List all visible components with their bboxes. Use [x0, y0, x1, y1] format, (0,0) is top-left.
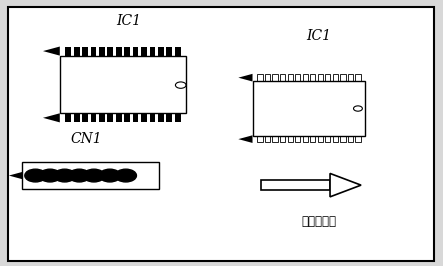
Bar	[340, 136, 346, 142]
Bar	[66, 113, 71, 122]
Bar	[116, 47, 121, 56]
Circle shape	[83, 169, 105, 182]
Bar	[355, 136, 361, 142]
Polygon shape	[238, 74, 253, 81]
Text: IC1: IC1	[116, 14, 141, 28]
Bar	[288, 136, 293, 142]
Bar	[325, 136, 330, 142]
Bar	[107, 47, 113, 56]
Bar	[149, 113, 155, 122]
Bar	[257, 136, 263, 142]
Bar	[325, 74, 330, 81]
Bar	[74, 47, 80, 56]
Bar	[310, 136, 315, 142]
Bar	[82, 47, 88, 56]
Polygon shape	[43, 113, 60, 122]
Bar	[265, 136, 270, 142]
Polygon shape	[330, 173, 361, 197]
Polygon shape	[9, 172, 22, 179]
Bar	[132, 47, 138, 56]
Bar	[303, 74, 308, 81]
Bar	[265, 74, 270, 81]
Bar	[253, 81, 365, 136]
Text: CN1: CN1	[70, 132, 102, 146]
Bar	[288, 74, 293, 81]
Bar	[333, 74, 338, 81]
Bar	[158, 47, 164, 56]
Bar	[175, 113, 181, 122]
Polygon shape	[43, 47, 60, 56]
Polygon shape	[238, 135, 253, 143]
Bar	[175, 47, 181, 56]
Bar	[60, 56, 186, 113]
Circle shape	[25, 169, 46, 182]
Circle shape	[39, 169, 61, 182]
Circle shape	[99, 169, 120, 182]
Bar	[124, 47, 130, 56]
Bar	[107, 113, 113, 122]
Bar	[261, 180, 330, 190]
Bar	[355, 74, 361, 81]
Bar	[333, 136, 338, 142]
Bar	[348, 136, 353, 142]
Bar	[141, 113, 147, 122]
Text: IC1: IC1	[307, 28, 331, 43]
Bar	[82, 113, 88, 122]
Bar	[166, 47, 172, 56]
Bar	[257, 74, 263, 81]
Bar	[280, 136, 285, 142]
Bar	[90, 113, 97, 122]
Bar	[295, 136, 300, 142]
Bar	[272, 74, 278, 81]
Bar	[348, 74, 353, 81]
Bar	[116, 113, 121, 122]
Text: 过波峰方向: 过波峰方向	[301, 215, 337, 228]
Bar	[74, 113, 80, 122]
Bar	[99, 47, 105, 56]
Bar	[132, 113, 138, 122]
Bar	[99, 113, 105, 122]
Bar	[66, 47, 71, 56]
Bar	[22, 162, 159, 189]
Bar	[124, 113, 130, 122]
Bar	[141, 47, 147, 56]
Circle shape	[54, 169, 75, 182]
Bar	[310, 74, 315, 81]
Bar	[272, 136, 278, 142]
Circle shape	[115, 169, 136, 182]
Bar	[340, 74, 346, 81]
Bar	[149, 47, 155, 56]
Bar	[318, 136, 323, 142]
Bar	[90, 47, 97, 56]
Bar	[295, 74, 300, 81]
Bar	[166, 113, 172, 122]
Bar	[158, 113, 164, 122]
Bar	[318, 74, 323, 81]
Bar	[303, 136, 308, 142]
Circle shape	[69, 169, 90, 182]
Bar	[280, 74, 285, 81]
